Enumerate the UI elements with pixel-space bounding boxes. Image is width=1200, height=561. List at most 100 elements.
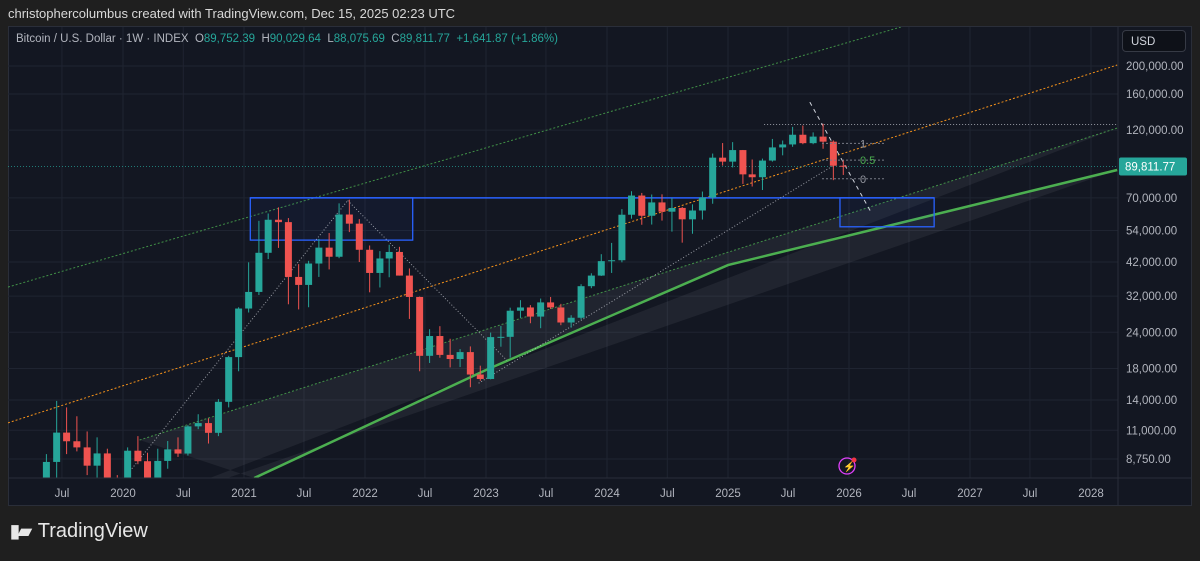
time-tick-label: 2028 [1078, 488, 1104, 500]
candle-body [497, 336, 505, 338]
support-curve [253, 168, 1118, 478]
fib-level-label: 0 [860, 174, 866, 186]
candle-body [53, 432, 61, 462]
candle-body [768, 147, 776, 161]
candle-body [557, 307, 565, 323]
price-tick-label: 8,750.00 [1126, 454, 1171, 466]
lightning-icon [838, 457, 856, 475]
candle-body [739, 150, 747, 175]
target-box [839, 197, 935, 228]
close-label: C [391, 33, 400, 45]
fib-level-label: 0.5 [860, 155, 875, 167]
trend-line [478, 163, 837, 384]
candle-body [597, 261, 605, 276]
candle-body [194, 423, 202, 427]
plot-area: 10.50 [8, 27, 1118, 478]
low-label: L [327, 33, 334, 45]
candle-body [214, 401, 222, 433]
time-tick-label: Jul [176, 488, 191, 500]
time-tick-label: 2022 [352, 488, 378, 500]
candle-body [668, 207, 676, 212]
candle-body [204, 423, 212, 433]
candle-body [839, 165, 847, 167]
price-tick-label: 120,000.00 [1126, 125, 1184, 137]
candle-body [748, 174, 756, 178]
brand-name: TradingView [37, 520, 148, 542]
candle-body [73, 441, 81, 448]
candle-body [376, 258, 384, 273]
candle-body [638, 195, 646, 216]
candle-body [93, 453, 101, 466]
candle-body [658, 202, 666, 212]
time-tick-label: Jul [660, 488, 675, 500]
candle-body [235, 308, 243, 358]
time-tick-label: 2023 [473, 488, 499, 500]
candle-body [688, 210, 696, 220]
candle-body [426, 336, 434, 356]
fib-level-label: 1 [860, 138, 866, 150]
time-tick-label: Jul [55, 488, 70, 500]
candle-body [366, 249, 374, 273]
candle-body [245, 291, 253, 309]
chart-caption: christophercolumbus created with Trading… [8, 6, 456, 21]
open-label: O [194, 33, 204, 45]
currency-button[interactable]: USD [1122, 30, 1186, 52]
candle-body [83, 447, 91, 466]
symbol-legend: Bitcoin / U.S. Dollar · 1W · INDEX O89,7… [16, 33, 558, 45]
candle-body [124, 450, 132, 478]
change-value: +1,641.87 (+1.86%) [456, 33, 558, 45]
candle-body [255, 252, 263, 292]
time-tick-label: 2026 [836, 488, 862, 500]
time-tick-label: 2024 [594, 488, 620, 500]
low-value: 88,075.69 [333, 33, 385, 45]
lightning-icon-glyph: ⚡ [843, 460, 855, 473]
candle-body [385, 251, 393, 259]
high-label: H [261, 33, 270, 45]
close-value: 89,811.77 [399, 33, 450, 45]
price-tick-label: 54,000.00 [1126, 225, 1177, 237]
price-tick-label: 70,000.00 [1126, 193, 1177, 205]
tradingview-logo-icon: ▮▰ [10, 521, 32, 541]
candle-body [577, 286, 585, 318]
candle-body [295, 276, 303, 285]
candle-body [305, 263, 313, 285]
candle-body [789, 134, 797, 145]
last-price-badge [1119, 157, 1187, 176]
candle-body [587, 275, 595, 287]
candle-body [315, 247, 323, 264]
projection-line [809, 101, 872, 214]
candle-body [476, 374, 484, 379]
high-value: 90,029.64 [269, 33, 321, 45]
candle-body [164, 449, 172, 461]
candle-body [134, 450, 142, 462]
candle-body [698, 197, 706, 211]
time-tick-label: Jul [297, 488, 312, 500]
candle-body [154, 460, 162, 478]
candle-body [758, 160, 766, 178]
candle-body [405, 275, 413, 297]
candle-body [729, 150, 737, 162]
candle-body [63, 432, 71, 442]
candle-body [184, 426, 192, 454]
candle-body [628, 195, 636, 215]
price-tick-label: 160,000.00 [1126, 89, 1184, 101]
price-tick-label: 42,000.00 [1126, 257, 1177, 269]
box-2021-top [249, 197, 414, 241]
candle-body [516, 307, 524, 311]
symbol-name[interactable]: Bitcoin / U.S. Dollar · 1W · INDEX [16, 33, 189, 45]
candle-body [264, 219, 272, 253]
candle-body [174, 449, 182, 454]
time-tick-label: 2020 [110, 488, 136, 500]
candle-body [648, 202, 656, 216]
candle-body [829, 141, 837, 166]
price-tick-label: 24,000.00 [1126, 327, 1177, 339]
time-tick-label: 2021 [231, 488, 257, 500]
price-tick-label: 11,000.00 [1126, 425, 1176, 437]
last-price-label: 89,811.77 [1125, 162, 1175, 174]
time-tick-label: Jul [418, 488, 433, 500]
candle-body [506, 310, 514, 337]
orange-channel-line [8, 64, 1118, 424]
time-tick-label: 2025 [715, 488, 741, 500]
time-tick-label: Jul [781, 488, 796, 500]
